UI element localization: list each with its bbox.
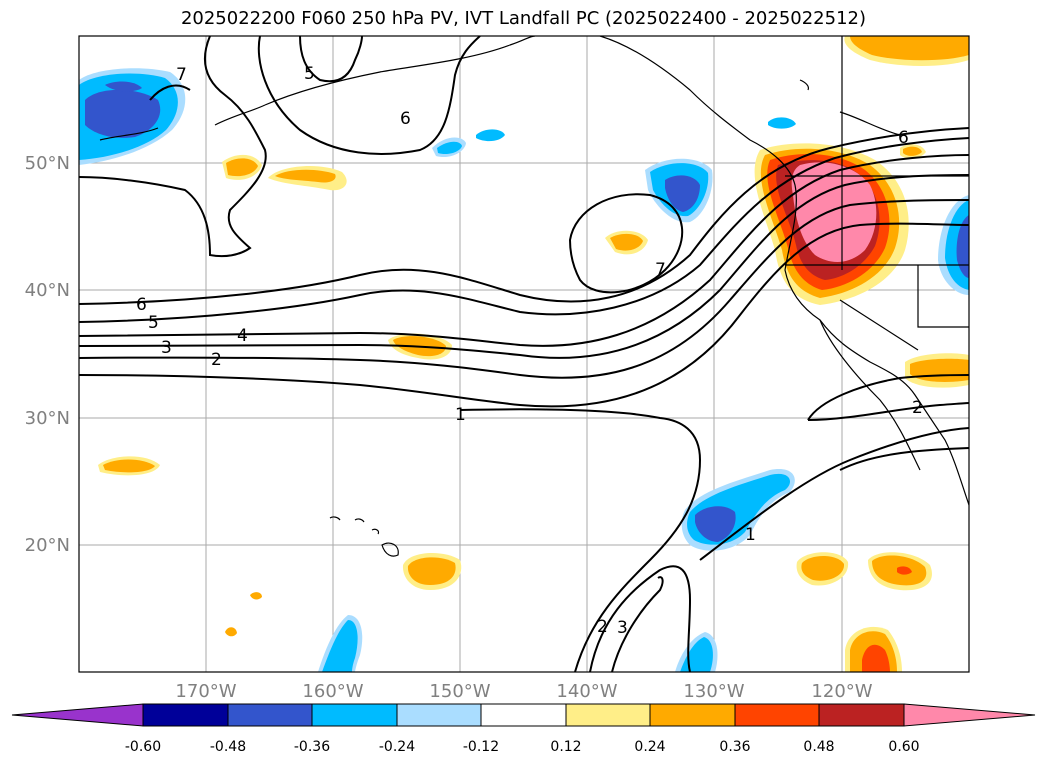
figure-title: 2025022200 F060 250 hPa PV, IVT Landfall… bbox=[180, 8, 867, 29]
colorbar-cell bbox=[227, 703, 313, 727]
colorbar-cell bbox=[649, 703, 736, 727]
colorbar-tick-label: -0.12 bbox=[463, 739, 499, 755]
colorbar-cell bbox=[142, 703, 229, 727]
colorbar-cell bbox=[818, 703, 905, 727]
contour-label: 7 bbox=[176, 65, 187, 85]
colorbar-extend-high bbox=[903, 703, 1036, 727]
shaded-fields bbox=[79, 36, 969, 672]
contour-label: 3 bbox=[161, 338, 172, 358]
colorbar-tick-label: -0.36 bbox=[294, 739, 330, 755]
lon-label: 140°W bbox=[556, 681, 617, 702]
colorbar-tick-label: -0.24 bbox=[379, 739, 415, 755]
pv-contours bbox=[79, 36, 969, 672]
colorbar-tick-label: -0.48 bbox=[210, 739, 246, 755]
contour-label: 4 bbox=[237, 326, 248, 346]
contour-label: 2 bbox=[912, 398, 923, 418]
contour-label: 6 bbox=[400, 109, 411, 129]
contour-label: 7 bbox=[655, 260, 666, 280]
lon-label: 120°W bbox=[811, 681, 872, 702]
contour-label: 5 bbox=[304, 64, 315, 84]
plot-frame bbox=[78, 35, 970, 673]
contour-label: 3 bbox=[617, 618, 628, 638]
colorbar-tick-label: 0.60 bbox=[888, 739, 919, 755]
contour-label: 6 bbox=[136, 295, 147, 315]
lat-label: 40°N bbox=[25, 280, 70, 301]
colorbar-cell bbox=[480, 703, 567, 727]
lat-label: 50°N bbox=[25, 153, 70, 174]
contour-label: 5 bbox=[148, 313, 159, 333]
colorbar-tick-label: 0.24 bbox=[634, 739, 665, 755]
contour-label: 2 bbox=[597, 617, 608, 637]
colorbar-cell bbox=[311, 703, 398, 727]
coastlines bbox=[99, 36, 969, 506]
lon-label: 150°W bbox=[429, 681, 490, 702]
colorbar-tick-label: 0.36 bbox=[719, 739, 750, 755]
contour-label: 1 bbox=[455, 405, 466, 425]
colorbar-cell bbox=[734, 703, 820, 727]
colorbar-tick-label: 0.12 bbox=[550, 739, 581, 755]
contour-label-group: 7 5 6 6 7 6 5 4 3 2 1 2 3 1 2 bbox=[136, 64, 923, 638]
colorbar-extend-low bbox=[11, 703, 144, 727]
colorbar-tick-label: -0.60 bbox=[125, 739, 161, 755]
lon-label: 170°W bbox=[175, 681, 236, 702]
contour-label: 6 bbox=[898, 128, 909, 148]
lon-label: 130°W bbox=[683, 681, 744, 702]
lon-label: 160°W bbox=[302, 681, 363, 702]
colorbar-cell bbox=[565, 703, 651, 727]
contour-label: 2 bbox=[211, 350, 222, 370]
colorbar-tick-label: 0.48 bbox=[803, 739, 834, 755]
colorbar-cell bbox=[396, 703, 482, 727]
hawaii-islands bbox=[329, 516, 399, 557]
lat-label: 30°N bbox=[25, 408, 70, 429]
contour-label: 1 bbox=[745, 525, 756, 545]
colorbar bbox=[11, 703, 1036, 727]
lat-label: 20°N bbox=[25, 535, 70, 556]
